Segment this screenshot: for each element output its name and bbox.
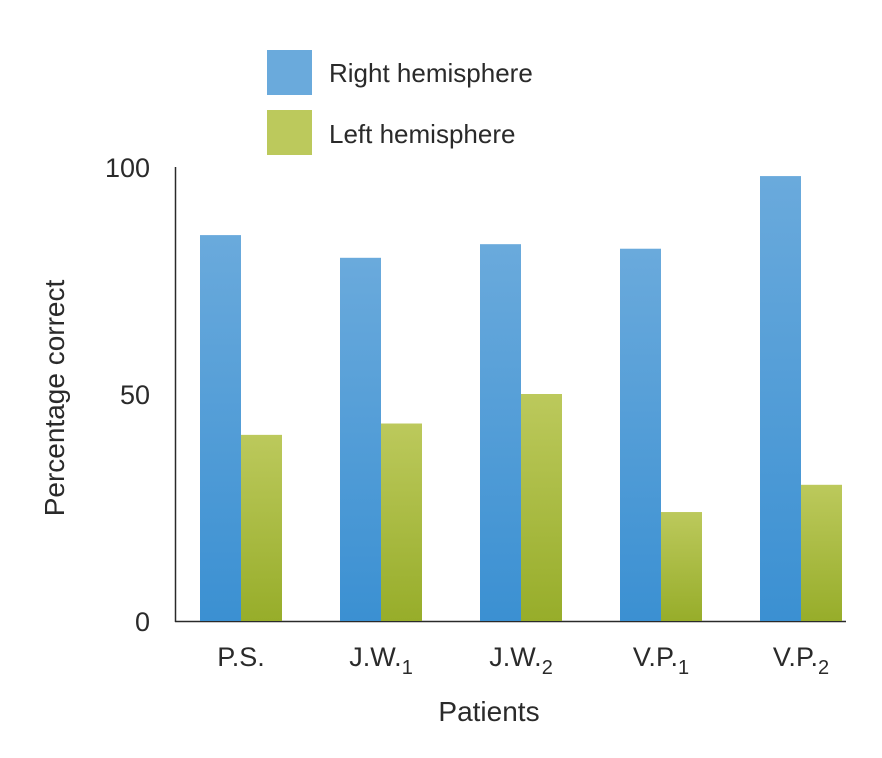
y-axis-title: Percentage correct [39, 280, 70, 517]
x-tick-label-1: P.S. [217, 642, 265, 672]
y-tick-label-50: 50 [120, 380, 150, 410]
bar-right-hemisphere-1 [200, 235, 241, 621]
bar-left-hemisphere-5 [801, 484, 842, 621]
legend-label-left-hemisphere: Left hemisphere [329, 119, 515, 149]
bars-group [200, 176, 842, 621]
legend-item-left-hemisphere: Left hemisphere [267, 110, 515, 155]
legend-swatch-right-hemisphere [267, 50, 312, 95]
y-tick-label-0: 0 [135, 607, 150, 637]
x-tick-label-3: J.W.2 [489, 642, 553, 679]
y-tick-label-100: 100 [105, 153, 150, 183]
legend: Right hemisphere Left hemisphere [267, 50, 533, 155]
bar-right-hemisphere-4 [620, 248, 661, 621]
x-tick-label-4: V.P.1 [633, 642, 689, 679]
bar-right-hemisphere-3 [480, 244, 521, 621]
category-labels: P.S. J.W.1 J.W.2 V.P.1 V.P.2 [217, 642, 829, 679]
bar-left-hemisphere-4 [661, 512, 702, 621]
x-tick-label-2: J.W.1 [349, 642, 413, 679]
legend-swatch-left-hemisphere [267, 110, 312, 155]
bar-right-hemisphere-2 [340, 257, 381, 621]
x-axis-title: Patients [438, 696, 539, 727]
legend-label-right-hemisphere: Right hemisphere [329, 58, 533, 88]
bar-left-hemisphere-3 [521, 394, 562, 621]
legend-item-right-hemisphere: Right hemisphere [267, 50, 533, 95]
bar-right-hemisphere-5 [760, 176, 801, 621]
x-tick-label-5: V.P.2 [773, 642, 829, 679]
bar-left-hemisphere-1 [241, 434, 282, 621]
bar-left-hemisphere-2 [381, 423, 422, 621]
